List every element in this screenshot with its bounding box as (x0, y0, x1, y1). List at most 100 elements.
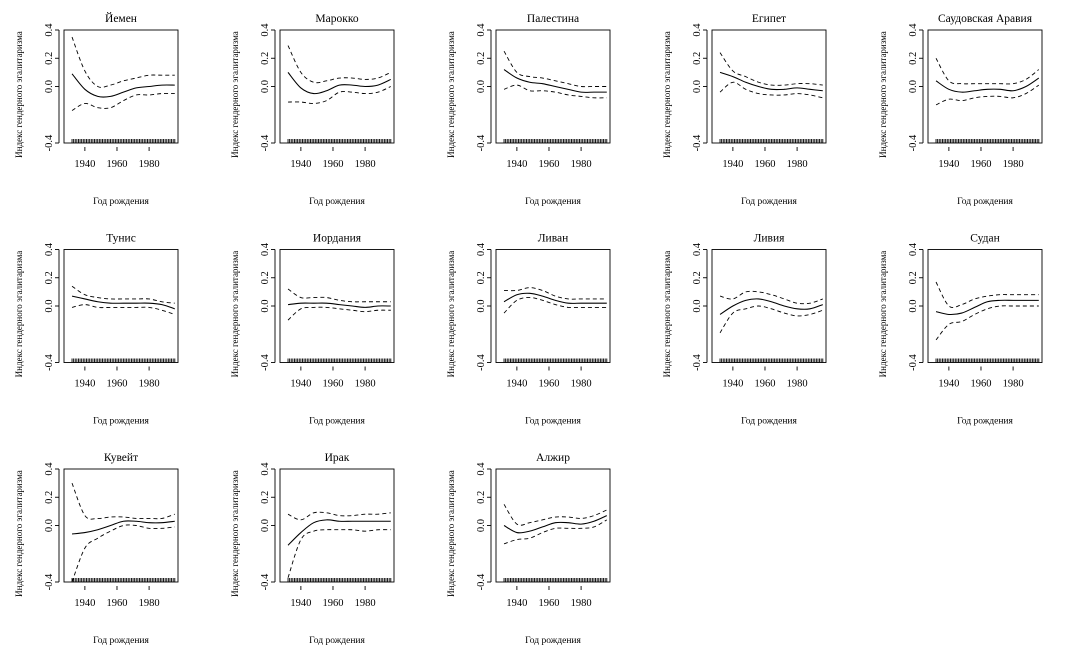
confidence-band-lower (719, 81, 823, 99)
panel-title: Йемен (105, 11, 137, 25)
y-axis-label: Индекс гендерного эгалитаризма (446, 31, 456, 158)
confidence-band-lower (503, 519, 608, 545)
panel-title: Алжир (536, 452, 570, 464)
y-tick-label: 0.2 (44, 491, 55, 504)
y-tick-label: 0.4 (44, 462, 55, 476)
y-tick-label: 0.0 (692, 299, 703, 312)
y-tick-label: 0.2 (908, 52, 919, 65)
x-axis-label: Год рождения (741, 417, 797, 427)
x-tick-label: 1940 (506, 379, 527, 390)
confidence-band-lower (935, 84, 1040, 106)
confidence-band-upper (503, 50, 607, 88)
plot-frame (927, 249, 1043, 363)
y-tick-label: 0.2 (260, 491, 271, 504)
plot-frame (279, 468, 395, 583)
x-tick-label: 1940 (938, 159, 959, 170)
confidence-band-lower (288, 86, 391, 104)
y-tick-label: -0.4 (260, 573, 271, 590)
panel-title: Ирак (325, 452, 350, 464)
confidence-band-upper (287, 511, 391, 521)
y-axis-label: Индекс гендерного эгалитаризма (14, 31, 24, 158)
confidence-band-lower (287, 306, 391, 321)
confidence-band-lower (503, 84, 607, 99)
y-tick-label: 0.0 (260, 519, 271, 532)
panel-title: Египет (752, 13, 786, 25)
x-tick-label: 1980 (787, 159, 808, 170)
y-tick-label: -0.4 (692, 353, 703, 370)
fitted-line (287, 302, 391, 308)
panel: Тунис -0.4 0.0 0.2 0.4 Индекс гендерного эгал… (14, 233, 179, 427)
y-tick-label: 0.4 (476, 462, 487, 476)
confidence-band-lower (719, 305, 823, 334)
panel-title: Иордания (313, 233, 362, 245)
rug-marks (935, 358, 1040, 363)
y-tick-label: 0.2 (260, 271, 271, 284)
x-axis-label: Год рождения (525, 417, 581, 427)
x-axis-label: Год рождения (309, 636, 365, 646)
y-tick-label: 0.4 (44, 23, 55, 37)
x-axis-label: Год рождения (93, 197, 149, 207)
x-tick-label: 1960 (538, 379, 559, 390)
x-tick-label: 1960 (538, 598, 559, 609)
fitted-line (719, 298, 823, 315)
panel-title: Кувейт (104, 452, 138, 464)
confidence-band-lower (71, 93, 175, 111)
x-tick-label: 1940 (74, 379, 95, 390)
y-axis-label: Индекс гендерного эгалитаризма (14, 251, 24, 378)
rug-marks (503, 358, 608, 363)
plot-frame (927, 29, 1043, 144)
panel: Судан -0.4 0.0 0.2 0.4 Индекс гендерного эгал… (878, 233, 1043, 427)
y-tick-label: 0.0 (908, 80, 919, 93)
rug-marks (935, 139, 1040, 143)
confidence-band-lower (71, 524, 175, 583)
x-tick-label: 1940 (74, 159, 95, 170)
panel: Кувейт -0.4 0.0 0.2 0.4 Индекс гендерного эга… (14, 452, 179, 646)
plot-frame (279, 249, 395, 363)
confidence-band-lower (71, 304, 175, 315)
confidence-band-upper (504, 287, 607, 300)
y-axis-label: Индекс гендерного эгалитаризма (14, 470, 24, 597)
y-tick-label: -0.4 (260, 134, 271, 151)
confidence-band-lower (503, 297, 607, 314)
y-tick-label: 0.4 (260, 23, 271, 37)
plot-frame (63, 249, 179, 363)
rug-marks (287, 358, 392, 363)
rug-marks (71, 358, 176, 363)
fitted-line (935, 299, 1039, 316)
x-tick-label: 1960 (538, 159, 559, 170)
plot-frame (711, 249, 827, 363)
fitted-line (287, 519, 391, 546)
y-tick-label: 0.2 (44, 271, 55, 284)
y-tick-label: 0.4 (260, 242, 271, 256)
y-tick-label: -0.4 (44, 134, 55, 151)
y-tick-label: 0.4 (692, 242, 703, 256)
confidence-band-upper (503, 504, 607, 526)
plot-frame (63, 29, 179, 144)
rug-marks (719, 139, 824, 143)
x-tick-label: 1980 (139, 379, 160, 390)
panel-title: Ливан (538, 233, 569, 245)
y-tick-label: 0.2 (908, 271, 919, 284)
y-tick-label: 0.4 (44, 242, 55, 256)
x-axis-label: Год рождения (93, 417, 149, 427)
x-tick-label: 1940 (290, 379, 311, 390)
fitted-line (71, 295, 175, 310)
panel: Алжир -0.4 0.0 0.2 0.4 Индекс гендерного эгал… (446, 452, 611, 646)
x-tick-label: 1980 (571, 159, 592, 170)
x-tick-label: 1980 (571, 379, 592, 390)
x-tick-label: 1940 (722, 379, 743, 390)
fitted-line (503, 292, 607, 304)
panel: Ливан -0.4 0.0 0.2 0.4 Индекс гендерного эгал… (446, 233, 611, 427)
panel-title: Тунис (106, 233, 136, 245)
y-tick-label: 0.0 (260, 299, 271, 312)
y-tick-label: -0.4 (908, 134, 919, 151)
y-tick-label: 0.0 (44, 299, 55, 312)
y-tick-label: 0.4 (476, 23, 487, 37)
fitted-line (719, 71, 823, 92)
y-tick-label: 0.2 (44, 52, 55, 65)
y-tick-label: 0.2 (692, 271, 703, 284)
panel: Ирак -0.4 0.0 0.2 0.4 Индекс гендерного эгали… (230, 452, 395, 646)
panel: Саудовская Аравия -0.4 0.0 0.2 0.4 Индекс ген… (878, 13, 1043, 207)
fitted-line (503, 515, 608, 534)
x-tick-label: 1960 (106, 159, 127, 170)
